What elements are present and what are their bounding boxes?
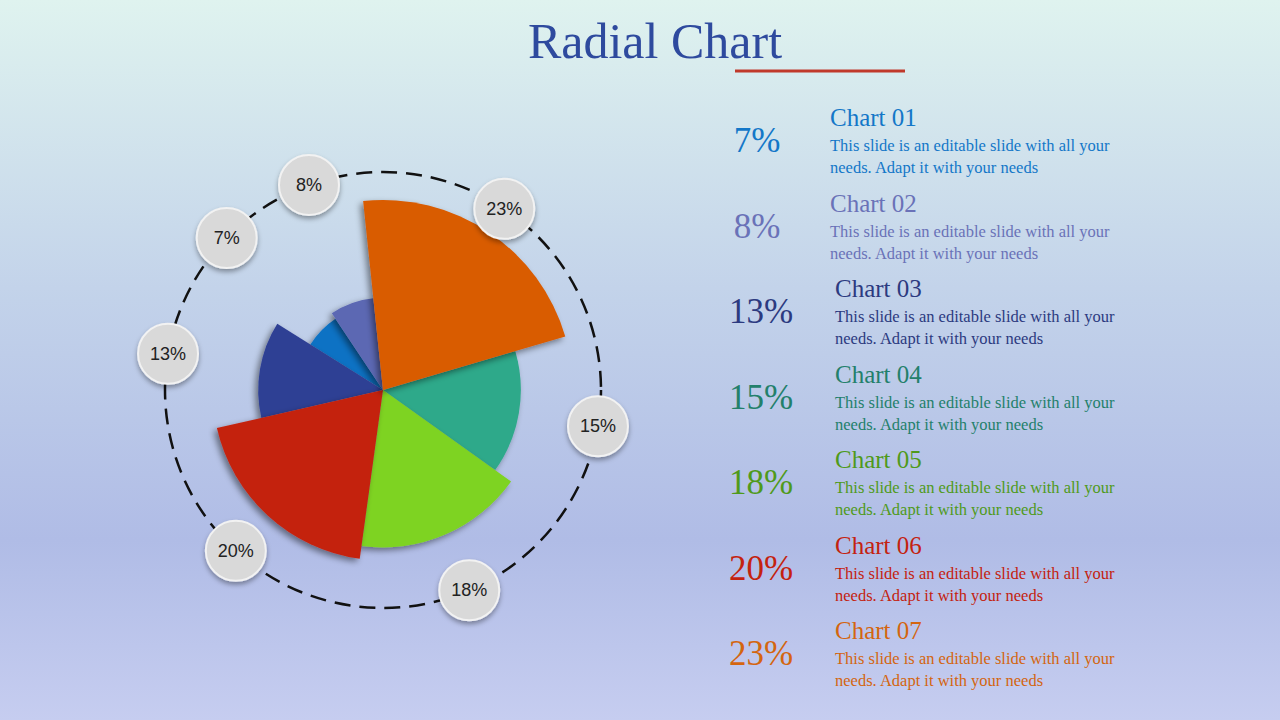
list-title: Chart 03 <box>835 275 922 303</box>
label-bubble <box>197 208 257 268</box>
list-description: This slide is an editable slide with all… <box>835 477 1140 521</box>
title: Radial Chart <box>528 13 782 69</box>
slice <box>363 200 565 390</box>
list-title: Chart 01 <box>830 104 917 132</box>
label-bubble <box>279 155 339 215</box>
label-bubble <box>138 324 198 384</box>
data-label: 15% <box>580 416 616 436</box>
data-label: 23% <box>486 199 522 219</box>
label-bubble <box>474 179 534 239</box>
list-title: Chart 02 <box>830 190 917 218</box>
list-value: 13% <box>701 292 821 332</box>
slice <box>362 390 512 547</box>
list-description: This slide is an editable slide with all… <box>830 135 1135 179</box>
list-value: 7% <box>697 121 817 161</box>
label-bubble <box>568 396 628 456</box>
list-title: Chart 05 <box>835 446 922 474</box>
title-underline <box>735 70 905 73</box>
list-value: 20% <box>701 549 821 589</box>
slice-labels: 23% 15% 18% 20% 13% 7% 8% <box>138 155 628 620</box>
list-description: This slide is an editable slide with all… <box>835 392 1140 436</box>
list-value: 18% <box>701 463 821 503</box>
list-description: This slide is an editable slide with all… <box>830 221 1135 265</box>
list-title: Chart 06 <box>835 532 922 560</box>
data-label: 7% <box>214 228 240 248</box>
list-description: This slide is an editable slide with all… <box>835 306 1140 350</box>
list-description: This slide is an editable slide with all… <box>835 563 1140 607</box>
stage: Radial Chart 23% 15% 18% 20% 13% 7% 8% <box>0 0 1280 720</box>
label-bubble <box>206 521 266 581</box>
list-value: 8% <box>697 207 817 247</box>
data-label: 18% <box>451 580 487 600</box>
list-title: Chart 04 <box>835 361 922 389</box>
label-bubble <box>439 560 499 620</box>
data-label: 8% <box>296 175 322 195</box>
data-label: 20% <box>218 541 254 561</box>
list-value: 23% <box>701 634 821 674</box>
dashed-ring <box>165 172 601 608</box>
slices <box>217 200 565 559</box>
list-title: Chart 07 <box>835 617 922 645</box>
data-label: 13% <box>150 344 186 364</box>
list-value: 15% <box>701 378 821 418</box>
list-description: This slide is an editable slide with all… <box>835 648 1140 692</box>
